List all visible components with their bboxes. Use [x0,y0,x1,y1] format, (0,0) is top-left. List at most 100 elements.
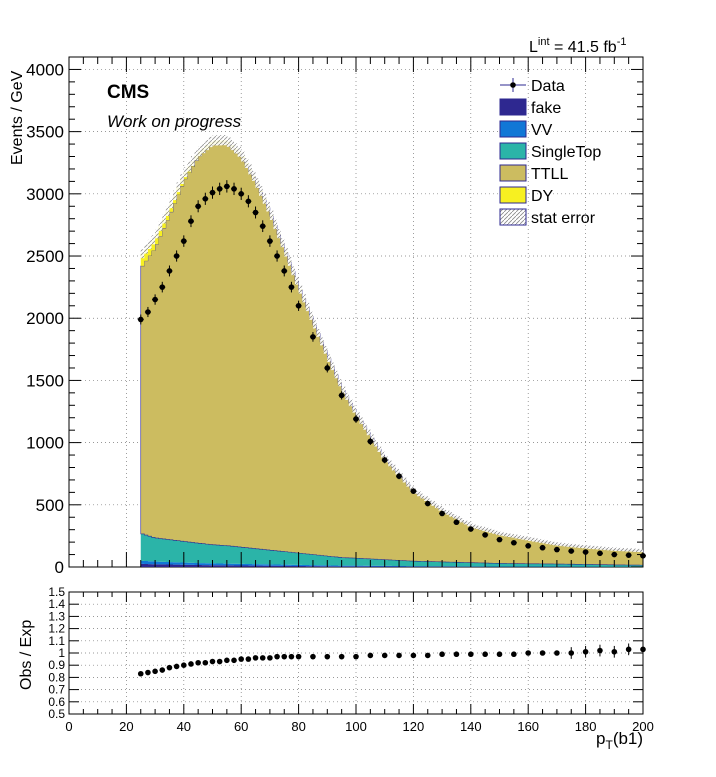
x-axis-label: pT(b1) [596,729,643,752]
data-point [625,552,632,558]
y-tick-label: 500 [36,496,64,515]
data-point [216,186,223,192]
data-point [288,284,295,290]
ratio-y-tick-label: 1.1 [48,634,65,648]
ratio-point [274,653,280,660]
ratio-point [295,653,302,660]
x-tick-label: 40 [177,719,191,734]
ratio-point [640,646,646,653]
data-point [539,544,546,551]
ratio-point [439,651,445,658]
ratio-point [145,669,151,676]
ratio-y-tick-label: 1.2 [48,622,65,636]
legend-swatch-vv [499,120,527,138]
ratio-point [166,664,173,671]
ratio-y-tick-label: 0.6 [48,695,65,709]
ratio-point [424,652,431,659]
data-point [554,546,560,553]
x-tick-label: 60 [234,719,248,734]
ratio-point [288,653,295,660]
ratio-point [338,653,345,660]
data-point [396,473,402,479]
data-point [188,218,194,224]
data-point [568,548,575,554]
ratio-y-tick-label: 0.8 [48,670,65,684]
mc-stack [140,135,644,567]
ratio-point [188,661,194,667]
data-point [159,284,166,290]
ratio-point [625,646,632,653]
data-point [274,253,280,259]
data-point [611,551,618,558]
ratio-point [281,653,288,660]
data-point [145,309,151,315]
data-point [281,268,288,274]
ratio-point [453,651,460,658]
legend-swatch-ttll [499,164,527,182]
stat-error-band [140,135,643,553]
ratio-point [173,663,180,670]
y-tick-label: 2500 [26,247,64,266]
legend-label: DY [531,188,554,205]
ratio-y-tick-label: 0.9 [48,658,65,672]
ratio-y-tick-label: 1.3 [48,609,65,623]
legend-data-marker [510,82,516,88]
subtitle-label: Work on progress [107,112,242,131]
data-point [181,238,187,244]
data-point [238,191,244,197]
ratio-point [568,650,575,656]
ratio-axes: 0.50.60.70.80.911.11.21.31.41.5 0 20 40 60 80… [48,585,654,734]
ratio-point [597,647,603,654]
main-axes: 0 500 1000 1500 2000 2500 3000 3500 4000 [26,57,644,577]
y-tick-label: 0 [55,558,64,577]
data-point [453,519,460,526]
cms-label: CMS [107,82,149,103]
y-tick-label: 1500 [26,371,64,390]
ratio-y-axis-label: Obs / Exp [18,620,35,690]
data-point [424,500,431,507]
data-point [353,416,359,422]
ratio-point [195,659,201,666]
data-point [137,316,144,323]
ratio-point [554,650,560,656]
legend-label: VV [531,122,553,139]
ratio-points [137,643,646,677]
ratio-point [181,662,187,668]
stack-fake [140,563,643,567]
legend-swatch-singletop [499,142,527,160]
data-point [381,457,388,463]
data-point [202,196,209,202]
stack-SingleTop [140,533,643,567]
ratio-point [482,651,488,658]
y-tick-label: 1000 [26,434,64,453]
data-point [439,510,445,517]
x-tick-label: 140 [460,719,482,734]
legend-label: fake [531,100,561,117]
ratio-point [259,655,266,661]
y-tick-label: 3500 [26,123,64,142]
ratio-point [238,656,244,662]
ratio-point [396,652,402,659]
x-tick-label: 0 [65,719,72,734]
ratio-point [267,655,273,661]
ratio-point [224,657,230,664]
legend-swatch-fake [499,98,527,116]
data-point [231,186,237,192]
legend-swatch-dy [499,186,527,204]
x-tick-label: 20 [119,719,133,734]
stack-VV [140,560,643,567]
ratio-point [231,657,237,664]
y-tick-label: 3000 [26,185,64,204]
data-point [468,526,474,532]
y-tick-label: 4000 [26,60,64,79]
data-point [324,365,331,371]
data-point [511,539,517,546]
x-tick-label: 100 [345,719,367,734]
ratio-y-tick-label: 1.5 [48,585,65,599]
ratio-point [202,659,209,666]
ratio-y-tick-label: 1.4 [48,597,65,611]
ratio-point [496,651,503,658]
ratio-y-tick-label: 1 [58,646,65,660]
